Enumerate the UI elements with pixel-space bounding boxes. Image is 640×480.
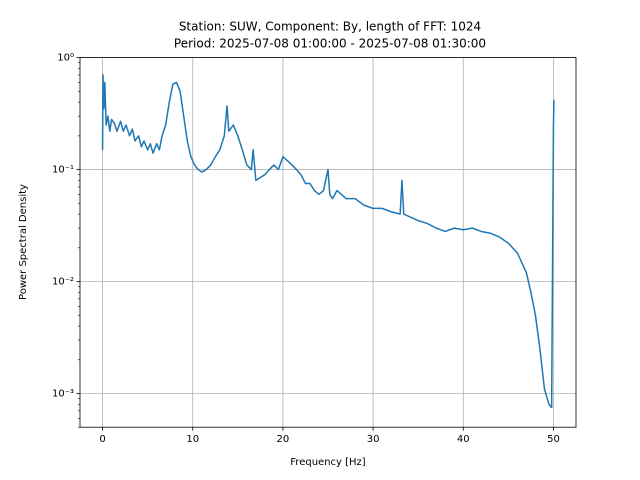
x-tick-label: 0 <box>99 434 105 445</box>
chart-subtitle: Period: 2025-07-08 01:00:00 - 2025-07-08… <box>174 37 486 51</box>
x-tick-label: 50 <box>547 434 560 445</box>
x-tick-label: 20 <box>277 434 290 445</box>
x-tick-label: 30 <box>367 434 380 445</box>
plot-frame <box>79 57 577 428</box>
y-tick-label: 10⁰ <box>57 53 74 64</box>
y-tick-label: 10⁻² <box>52 277 74 288</box>
x-tick-label: 40 <box>457 434 470 445</box>
y-tick-label: 10⁻³ <box>52 388 74 399</box>
chart-title: Station: SUW, Component: By, length of F… <box>179 20 481 34</box>
x-tick-label: 10 <box>186 434 199 445</box>
x-axis-label: Frequency [Hz] <box>290 457 366 468</box>
y-axis-label: Power Spectral Density <box>18 184 29 300</box>
y-tick-label: 10⁻¹ <box>52 165 74 176</box>
line <box>101 74 555 409</box>
